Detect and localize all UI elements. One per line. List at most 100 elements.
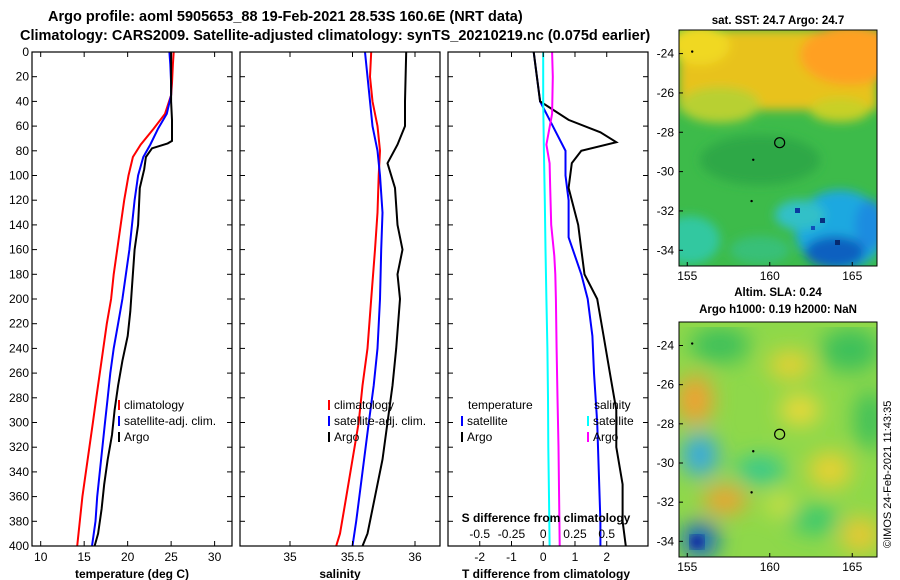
y-tick-label: 400	[9, 539, 29, 553]
map-x-tick-label: 165	[842, 560, 862, 574]
y-tick-label: 380	[9, 514, 29, 528]
y-tick-label: 360	[9, 490, 29, 504]
top-x-tick-label: 0.25	[563, 527, 587, 541]
x-tick-label: 35	[283, 550, 297, 564]
previous-position-dot	[750, 199, 753, 203]
y-tick-label: 140	[9, 218, 29, 232]
copyright-stamp: ©IMOS 24-Feb-2021 11:43:35	[882, 401, 894, 548]
map-x-tick-label: 155	[677, 269, 697, 283]
y-tick-label: 220	[9, 317, 29, 331]
x-tick-label: 25	[164, 550, 178, 564]
map-y-tick-label: -34	[657, 243, 675, 257]
map-y-tick-label: -28	[657, 417, 675, 431]
y-tick-label: 160	[9, 243, 29, 257]
y-tick-label: 40	[16, 94, 30, 108]
map-y-tick-label: -24	[657, 47, 675, 61]
sst-map-frame	[678, 29, 878, 267]
difference-panel: -2 -1 0 1 2 -0.5 -0.25 0 0.25 0.5 temperature sat…	[447, 51, 649, 580]
map-y-tick-label: -28	[657, 125, 675, 139]
salinity-xlabel: salinity	[319, 567, 361, 580]
salinity-panel: 35 35.5 36 climatology satellite-adj. clim…	[239, 51, 441, 580]
y-tick-label: 280	[9, 391, 29, 405]
x-tick-label: 10	[34, 550, 48, 564]
y-tick-label: 80	[16, 144, 30, 158]
top-x-tick-label: -0.25	[498, 527, 526, 541]
legend-label-climatology: climatology	[124, 398, 184, 412]
map-y-tick-label: -26	[657, 86, 675, 100]
series-line-t-satellite	[532, 52, 602, 546]
series-line-t-argo	[532, 52, 627, 546]
y-tick-label: 300	[9, 416, 29, 430]
map-y-tick-label: -24	[657, 339, 675, 353]
legend-label-argo: Argo	[334, 430, 360, 444]
top-x-tick-label: -0.5	[469, 527, 490, 541]
series-line-s-argo	[545, 52, 561, 546]
legend-label-t-satellite: satellite	[467, 414, 508, 428]
legend-title-salinity: salinity	[594, 398, 631, 412]
legend-label-t-argo: Argo	[467, 430, 493, 444]
legend-label-climatology: climatology	[334, 398, 394, 412]
y-tick-label: 180	[9, 267, 29, 281]
sst-map-title: sat. SST: 24.7 Argo: 24.7	[712, 15, 845, 27]
y-tick-label: 320	[9, 440, 29, 454]
previous-position-dot	[750, 491, 753, 494]
temperature-panel: 10 15 20 25 30020406080100120140160180200220…	[9, 45, 233, 580]
map-x-tick-label: 155	[677, 560, 697, 574]
float-position-marker	[774, 137, 786, 149]
map-y-tick-label: -30	[657, 456, 675, 470]
y-tick-label: 100	[9, 169, 29, 183]
x-tick-label: 1	[572, 550, 579, 564]
y-tick-label: 0	[22, 45, 29, 59]
sst-map-panel: sat. SST: 24.7 Argo: 24.7	[657, 15, 878, 283]
y-tick-label: 260	[9, 366, 29, 380]
s-difference-label: S difference from climatology	[462, 511, 631, 525]
previous-position-dot	[752, 158, 755, 161]
x-tick-label: 20	[121, 550, 135, 564]
previous-position-dot	[691, 50, 694, 53]
title-line-1: Argo profile: aoml 5905653_88 19-Feb-202…	[48, 9, 523, 25]
legend-label-s-argo: Argo	[593, 430, 619, 444]
map-x-tick-label: 160	[760, 560, 780, 574]
sla-map-field	[679, 322, 877, 557]
map-y-tick-label: -32	[657, 204, 675, 218]
map-y-tick-label: -32	[657, 495, 675, 509]
x-tick-label: 2	[603, 550, 610, 564]
sla-map-title: Altim. SLA: 0.24	[734, 287, 822, 299]
legend-label-satellite: satellite-adj. clim.	[334, 414, 426, 428]
float-position-marker	[774, 428, 786, 440]
x-tick-label: 30	[208, 550, 222, 564]
x-tick-label: 36	[408, 550, 422, 564]
series-line-s-satellite	[542, 52, 551, 546]
top-x-tick-label: 0	[540, 527, 547, 541]
sla-map-subtitle: Argo h1000: 0.19 h2000: NaN	[699, 304, 857, 316]
salinity-axes-frame	[239, 51, 441, 547]
series-line-climatology	[76, 52, 175, 546]
map-y-tick-label: -34	[657, 534, 675, 548]
map-x-tick-label: 160	[760, 269, 780, 283]
series-line-satellite-adj-clim-	[91, 52, 173, 546]
series-line-argo	[361, 52, 408, 546]
map-y-tick-label: -30	[657, 165, 675, 179]
series-line-argo	[93, 52, 173, 546]
x-tick-label: -2	[474, 550, 485, 564]
legend-label-satellite: satellite-adj. clim.	[124, 414, 216, 428]
legend-label-argo: Argo	[124, 430, 150, 444]
previous-position-dot	[752, 450, 755, 453]
series-line-climatology	[335, 52, 382, 546]
title-line-2: Climatology: CARS2009. Satellite-adjuste…	[20, 28, 650, 44]
series-line-satellite-adj-clim-	[351, 52, 384, 546]
sla-map-frame	[678, 321, 878, 558]
previous-position-dot	[691, 342, 694, 345]
y-tick-label: 340	[9, 465, 29, 479]
legend-title-temperature: temperature	[468, 398, 533, 412]
x-tick-label: -1	[506, 550, 517, 564]
y-tick-label: 200	[9, 292, 29, 306]
t-difference-xlabel: T difference from climatology	[462, 567, 630, 580]
x-tick-label: 35.5	[341, 550, 365, 564]
x-tick-label: 0	[540, 550, 547, 564]
y-tick-label: 20	[16, 70, 30, 84]
sla-map-panel: Altim. SLA: 0.24 Argo h1000: 0.19 h2000:…	[657, 287, 878, 574]
top-x-tick-label: 0.5	[598, 527, 615, 541]
legend-label-s-satellite: satellite	[593, 414, 634, 428]
